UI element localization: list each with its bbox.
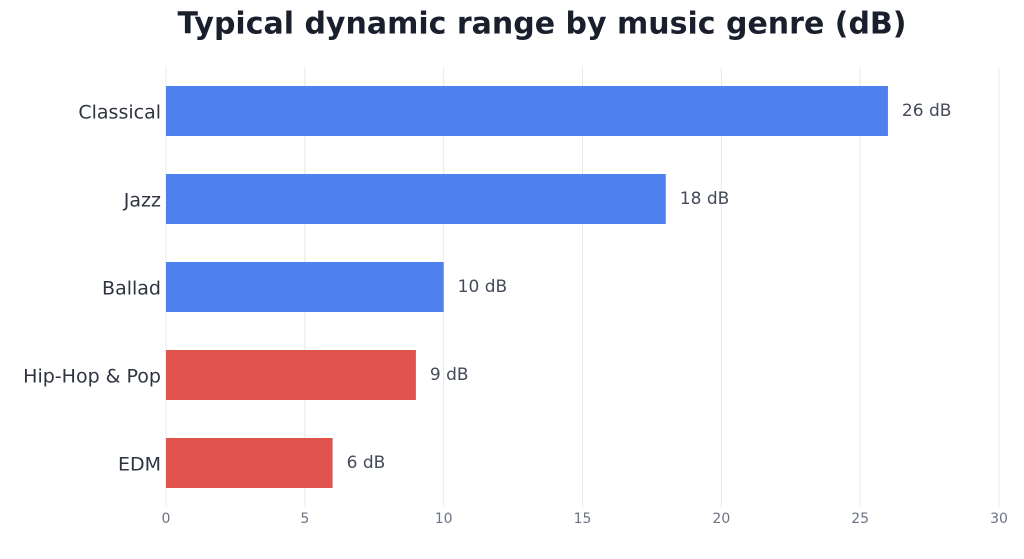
- x-tick-label: 5: [300, 511, 309, 527]
- y-tick-label: Hip-Hop & Pop: [23, 366, 161, 388]
- x-tick-label: 20: [712, 511, 730, 527]
- x-tick-label: 30: [990, 511, 1008, 527]
- value-label: 6 dB: [347, 453, 386, 473]
- x-tick-label: 15: [574, 511, 592, 527]
- bar: [166, 262, 444, 312]
- y-tick-label: Ballad: [102, 278, 161, 300]
- value-label: 10 dB: [458, 277, 508, 297]
- value-label: 9 dB: [430, 365, 469, 385]
- y-tick-label: EDM: [118, 454, 161, 476]
- bar: [166, 86, 888, 136]
- bar: [166, 350, 416, 400]
- chart-title: Typical dynamic range by music genre (dB…: [177, 7, 906, 42]
- y-tick-label: Classical: [78, 102, 161, 124]
- y-tick-label: Jazz: [123, 190, 161, 212]
- x-tick-label: 10: [435, 511, 453, 527]
- value-label: 26 dB: [902, 101, 952, 121]
- bar: [166, 438, 333, 488]
- bar: [166, 174, 666, 224]
- x-tick-label: 0: [162, 511, 171, 527]
- x-tick-label: 25: [851, 511, 869, 527]
- value-label: 18 dB: [680, 189, 730, 209]
